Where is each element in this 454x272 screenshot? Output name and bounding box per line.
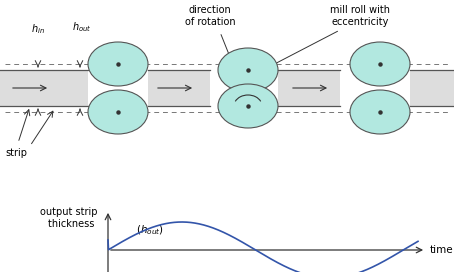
Bar	[278, 70, 340, 106]
Bar	[148, 70, 210, 106]
Text: $h_{in}$: $h_{in}$	[31, 22, 45, 36]
Ellipse shape	[218, 48, 278, 92]
Text: time: time	[430, 245, 454, 255]
Ellipse shape	[88, 42, 148, 86]
Text: $h_{out}$: $h_{out}$	[72, 20, 92, 34]
Text: direction
of rotation: direction of rotation	[185, 5, 235, 27]
Ellipse shape	[350, 42, 410, 86]
Ellipse shape	[350, 90, 410, 134]
Text: strip: strip	[5, 148, 27, 158]
Bar	[410, 70, 454, 106]
Bar	[0, 70, 88, 106]
Text: output strip
thickness: output strip thickness	[40, 207, 98, 228]
Ellipse shape	[218, 84, 278, 128]
Text: mill roll with
eccentricity: mill roll with eccentricity	[330, 5, 390, 27]
Ellipse shape	[88, 90, 148, 134]
Text: $(h_{out})$: $(h_{out})$	[136, 223, 164, 237]
